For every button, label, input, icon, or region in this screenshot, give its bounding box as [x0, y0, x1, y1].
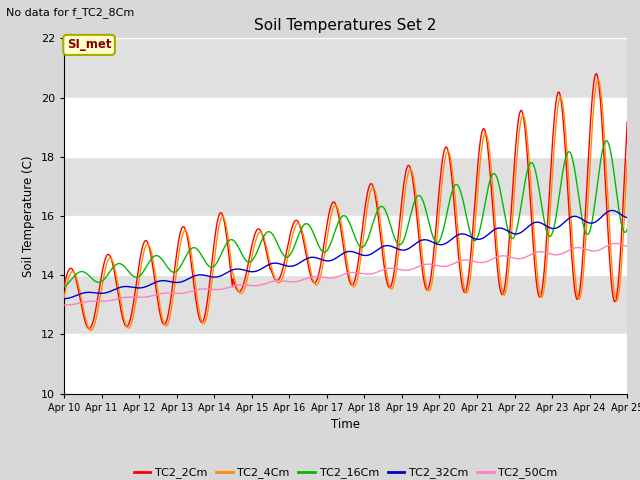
X-axis label: Time: Time — [331, 418, 360, 431]
Bar — [64, 335, 627, 394]
Y-axis label: Soil Temperature (C): Soil Temperature (C) — [22, 155, 35, 277]
Bar — [64, 216, 627, 275]
Text: No data for f_TC2_8Cm: No data for f_TC2_8Cm — [6, 7, 134, 18]
Title: Soil Temperatures Set 2: Soil Temperatures Set 2 — [255, 18, 436, 33]
Bar — [64, 97, 627, 157]
Bar — [64, 38, 627, 97]
Legend: TC2_2Cm, TC2_4Cm, TC2_16Cm, TC2_32Cm, TC2_50Cm: TC2_2Cm, TC2_4Cm, TC2_16Cm, TC2_32Cm, TC… — [129, 463, 562, 480]
Bar — [64, 157, 627, 216]
Text: SI_met: SI_met — [67, 38, 111, 51]
Bar — [64, 275, 627, 335]
